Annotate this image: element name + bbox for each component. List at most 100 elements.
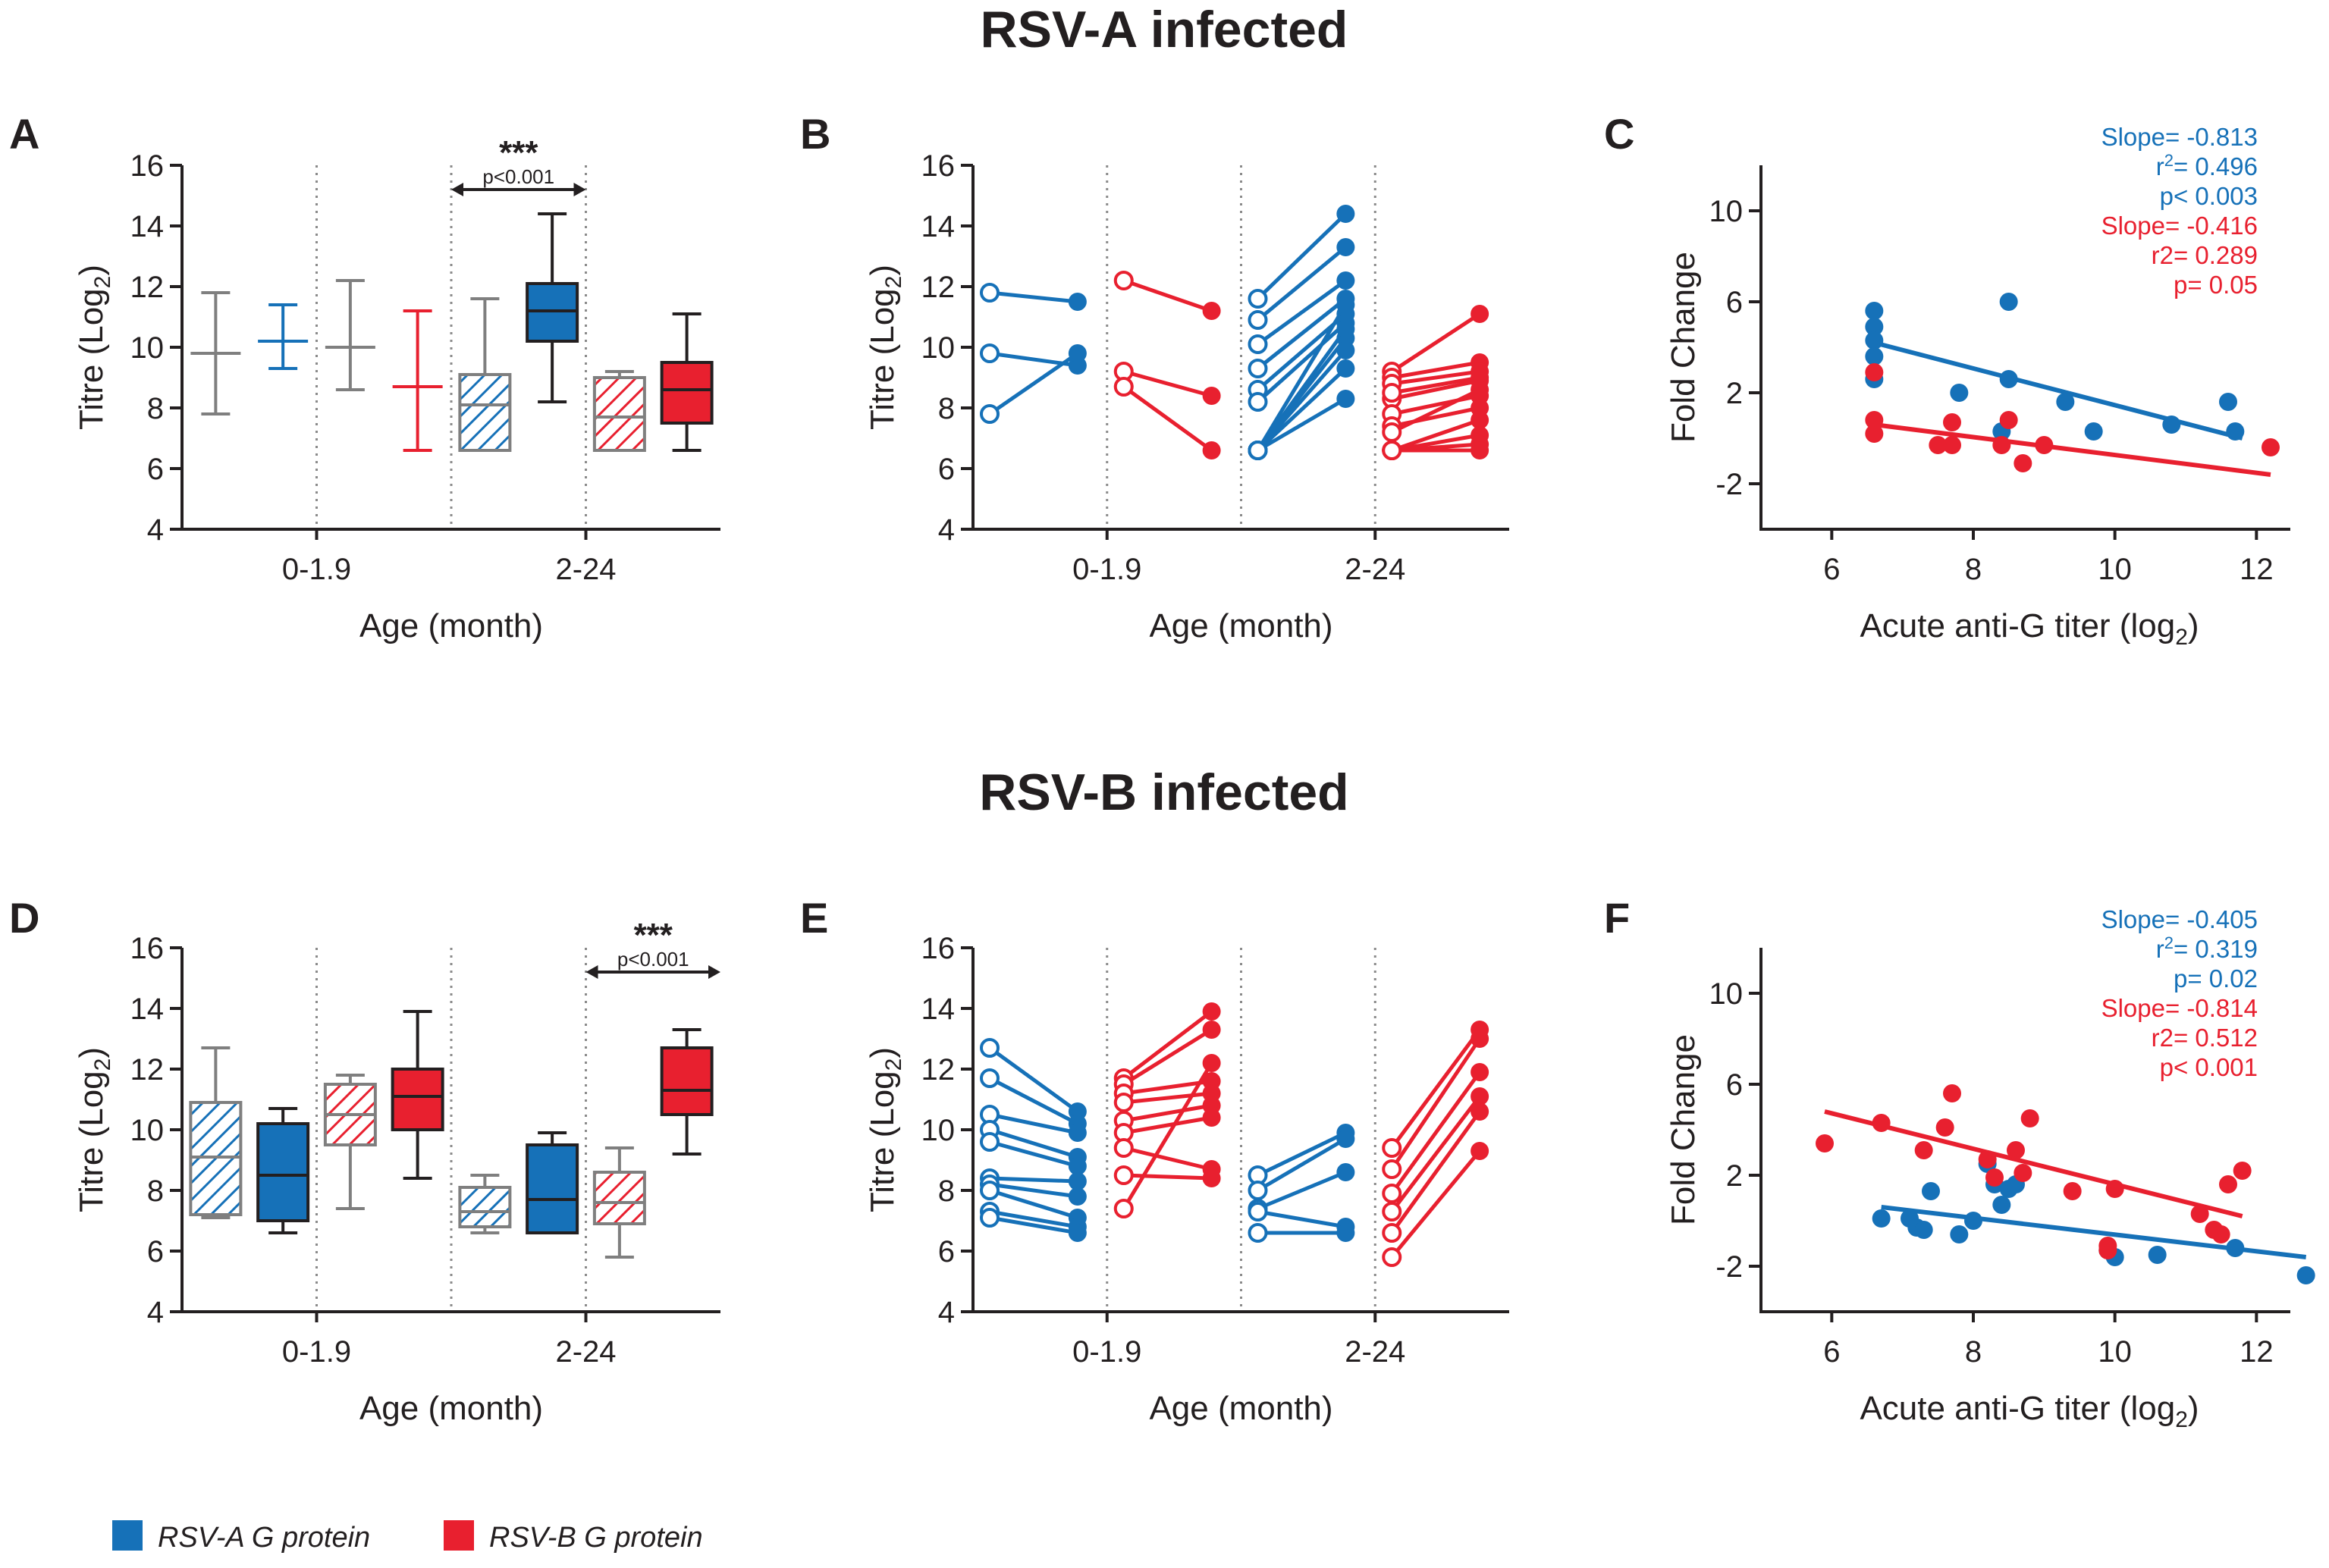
panel-a-box-chart: 4 6 8 10 12 14 16 0-1.9 2-24 Age (month) Titre (Lo… [73, 134, 720, 644]
acute-point [1382, 1223, 1402, 1243]
convalescent-point [1336, 205, 1355, 223]
data-point [1943, 436, 1961, 454]
box-2-24-rsv-a-g-protein-acute [458, 1174, 512, 1234]
pairs-0-1-9-rsv-b-g-protein [1113, 271, 1221, 459]
convalescent-point [1336, 359, 1355, 378]
box-2-24-rsv-a-g-protein-convalescent [526, 1131, 579, 1234]
convalescent-point [1336, 271, 1355, 290]
panel-letter-f: F [1604, 894, 1630, 942]
x-group-label: 0-1.9 [1072, 553, 1141, 586]
x-axis-label: Age (month) [359, 607, 543, 644]
pair-line [1390, 1110, 1482, 1234]
data-point [2035, 436, 2054, 454]
data-point [1999, 370, 2018, 388]
pairs-0-1-9-rsv-b-g-protein [1113, 1002, 1221, 1218]
iqr-box [660, 361, 714, 425]
pair-line [1256, 321, 1348, 403]
pair-line [1256, 297, 1347, 370]
pairs-0-1-9-rsv-a-g-protein [980, 1038, 1087, 1242]
pair-line [1123, 1091, 1212, 1105]
regression-stat: r2= 0.289 [2152, 241, 2258, 269]
acute-point [980, 283, 1000, 303]
y-axis-label: Titre (Log2) [864, 265, 906, 430]
acute-point [1113, 271, 1134, 290]
convalescent-point [1336, 390, 1355, 408]
x-group-label: 0-1.9 [282, 553, 351, 586]
convalescent-point [1068, 1157, 1087, 1175]
y-tick-label: 10 [130, 1114, 165, 1147]
pair-line [1391, 375, 1480, 395]
acute-point [1248, 441, 1268, 460]
y-tick-label: 10 [1709, 195, 1744, 228]
pair-line [1122, 1027, 1213, 1087]
pair-line [1122, 278, 1213, 313]
data-point [2084, 422, 2103, 441]
convalescent-point [1471, 381, 1489, 399]
series-rsv-a-g-protein [1872, 1155, 2315, 1284]
data-point [1943, 413, 1961, 431]
convalescent-point [1202, 1054, 1221, 1072]
convalescent-point [1202, 1021, 1221, 1039]
data-point [2226, 422, 2245, 441]
pair-line [1257, 278, 1347, 347]
pair-line [1391, 369, 1480, 386]
y-tick-label: 6 [147, 1235, 164, 1269]
acute-point [980, 1068, 1000, 1088]
panel-d-box-chart: 4 6 8 10 12 14 16 0-1.9 2-24 Age (month) Titre (Lo… [73, 917, 720, 1427]
regression-line [1824, 1109, 2243, 1218]
y-tick-label: 10 [1709, 977, 1744, 1011]
data-point [2014, 454, 2032, 472]
x-group-label: 2-24 [555, 1335, 616, 1369]
data-point [2233, 1162, 2252, 1180]
iqr-box [660, 1046, 714, 1116]
y-tick-label: 16 [921, 932, 956, 965]
data-point [2063, 1182, 2082, 1200]
iqr-box [592, 1171, 646, 1225]
convalescent-point [1068, 1124, 1087, 1142]
x-tick-label: 8 [1965, 1335, 1982, 1369]
pair-line [989, 1140, 1078, 1168]
data-point [1872, 1209, 1891, 1228]
convalescent-point [1202, 1109, 1221, 1127]
data-point [2014, 1164, 2032, 1182]
panel-e-paired-chart: 4 6 8 10 12 14 16 0-1.9 2-24 Age (month) Titre (Lo… [864, 932, 1509, 1427]
acute-point [980, 1208, 1000, 1228]
y-tick-label: 6 [147, 453, 164, 486]
x-axis-label: Acute anti-G titer (log2) [1860, 1390, 2199, 1432]
iqr-box [256, 1122, 310, 1222]
box-0-1-9-rsv-b-g-protein-acute [323, 1074, 377, 1210]
pair-line [1123, 369, 1213, 398]
acute-point [1382, 1202, 1402, 1221]
convalescent-point [1471, 411, 1489, 429]
pairs-2-24-rsv-b-g-protein [1382, 1021, 1489, 1267]
data-point [2190, 1205, 2209, 1223]
convalescent-point [1068, 1224, 1087, 1242]
pair-line [1123, 1079, 1212, 1096]
y-axis-label: Fold Change [1665, 1034, 1702, 1225]
box-0-1-9-rsv-a-g-protein-acute [189, 1046, 243, 1219]
significance-arrowhead-left [585, 965, 598, 979]
acute-point [1248, 289, 1268, 309]
x-group-label: 2-24 [1345, 553, 1405, 586]
panel-letter-c: C [1604, 110, 1634, 158]
pair-line [1256, 328, 1348, 452]
pair-line [1122, 1010, 1213, 1080]
regression-line [1873, 422, 2271, 477]
acute-point [1113, 1199, 1134, 1218]
data-point [2098, 1241, 2117, 1259]
significance-arrowhead-left [451, 183, 463, 196]
pair-line [1256, 246, 1347, 321]
data-point [1872, 1114, 1891, 1132]
data-point [2219, 1175, 2237, 1193]
x-axis-label: Age (month) [1149, 607, 1332, 644]
data-point [1865, 411, 1884, 429]
convalescent-point [1336, 320, 1355, 338]
significance-stars: *** [634, 917, 673, 954]
y-tick-label: 12 [921, 1053, 956, 1087]
y-axis-label: Fold Change [1665, 252, 1702, 443]
acute-point [1248, 310, 1268, 330]
significance-arrowhead-right [573, 183, 586, 196]
convalescent-point [1471, 1087, 1489, 1105]
box-0-1-9-rsv-a-g-protein-convalescent [256, 1107, 310, 1234]
data-point [1865, 347, 1884, 365]
